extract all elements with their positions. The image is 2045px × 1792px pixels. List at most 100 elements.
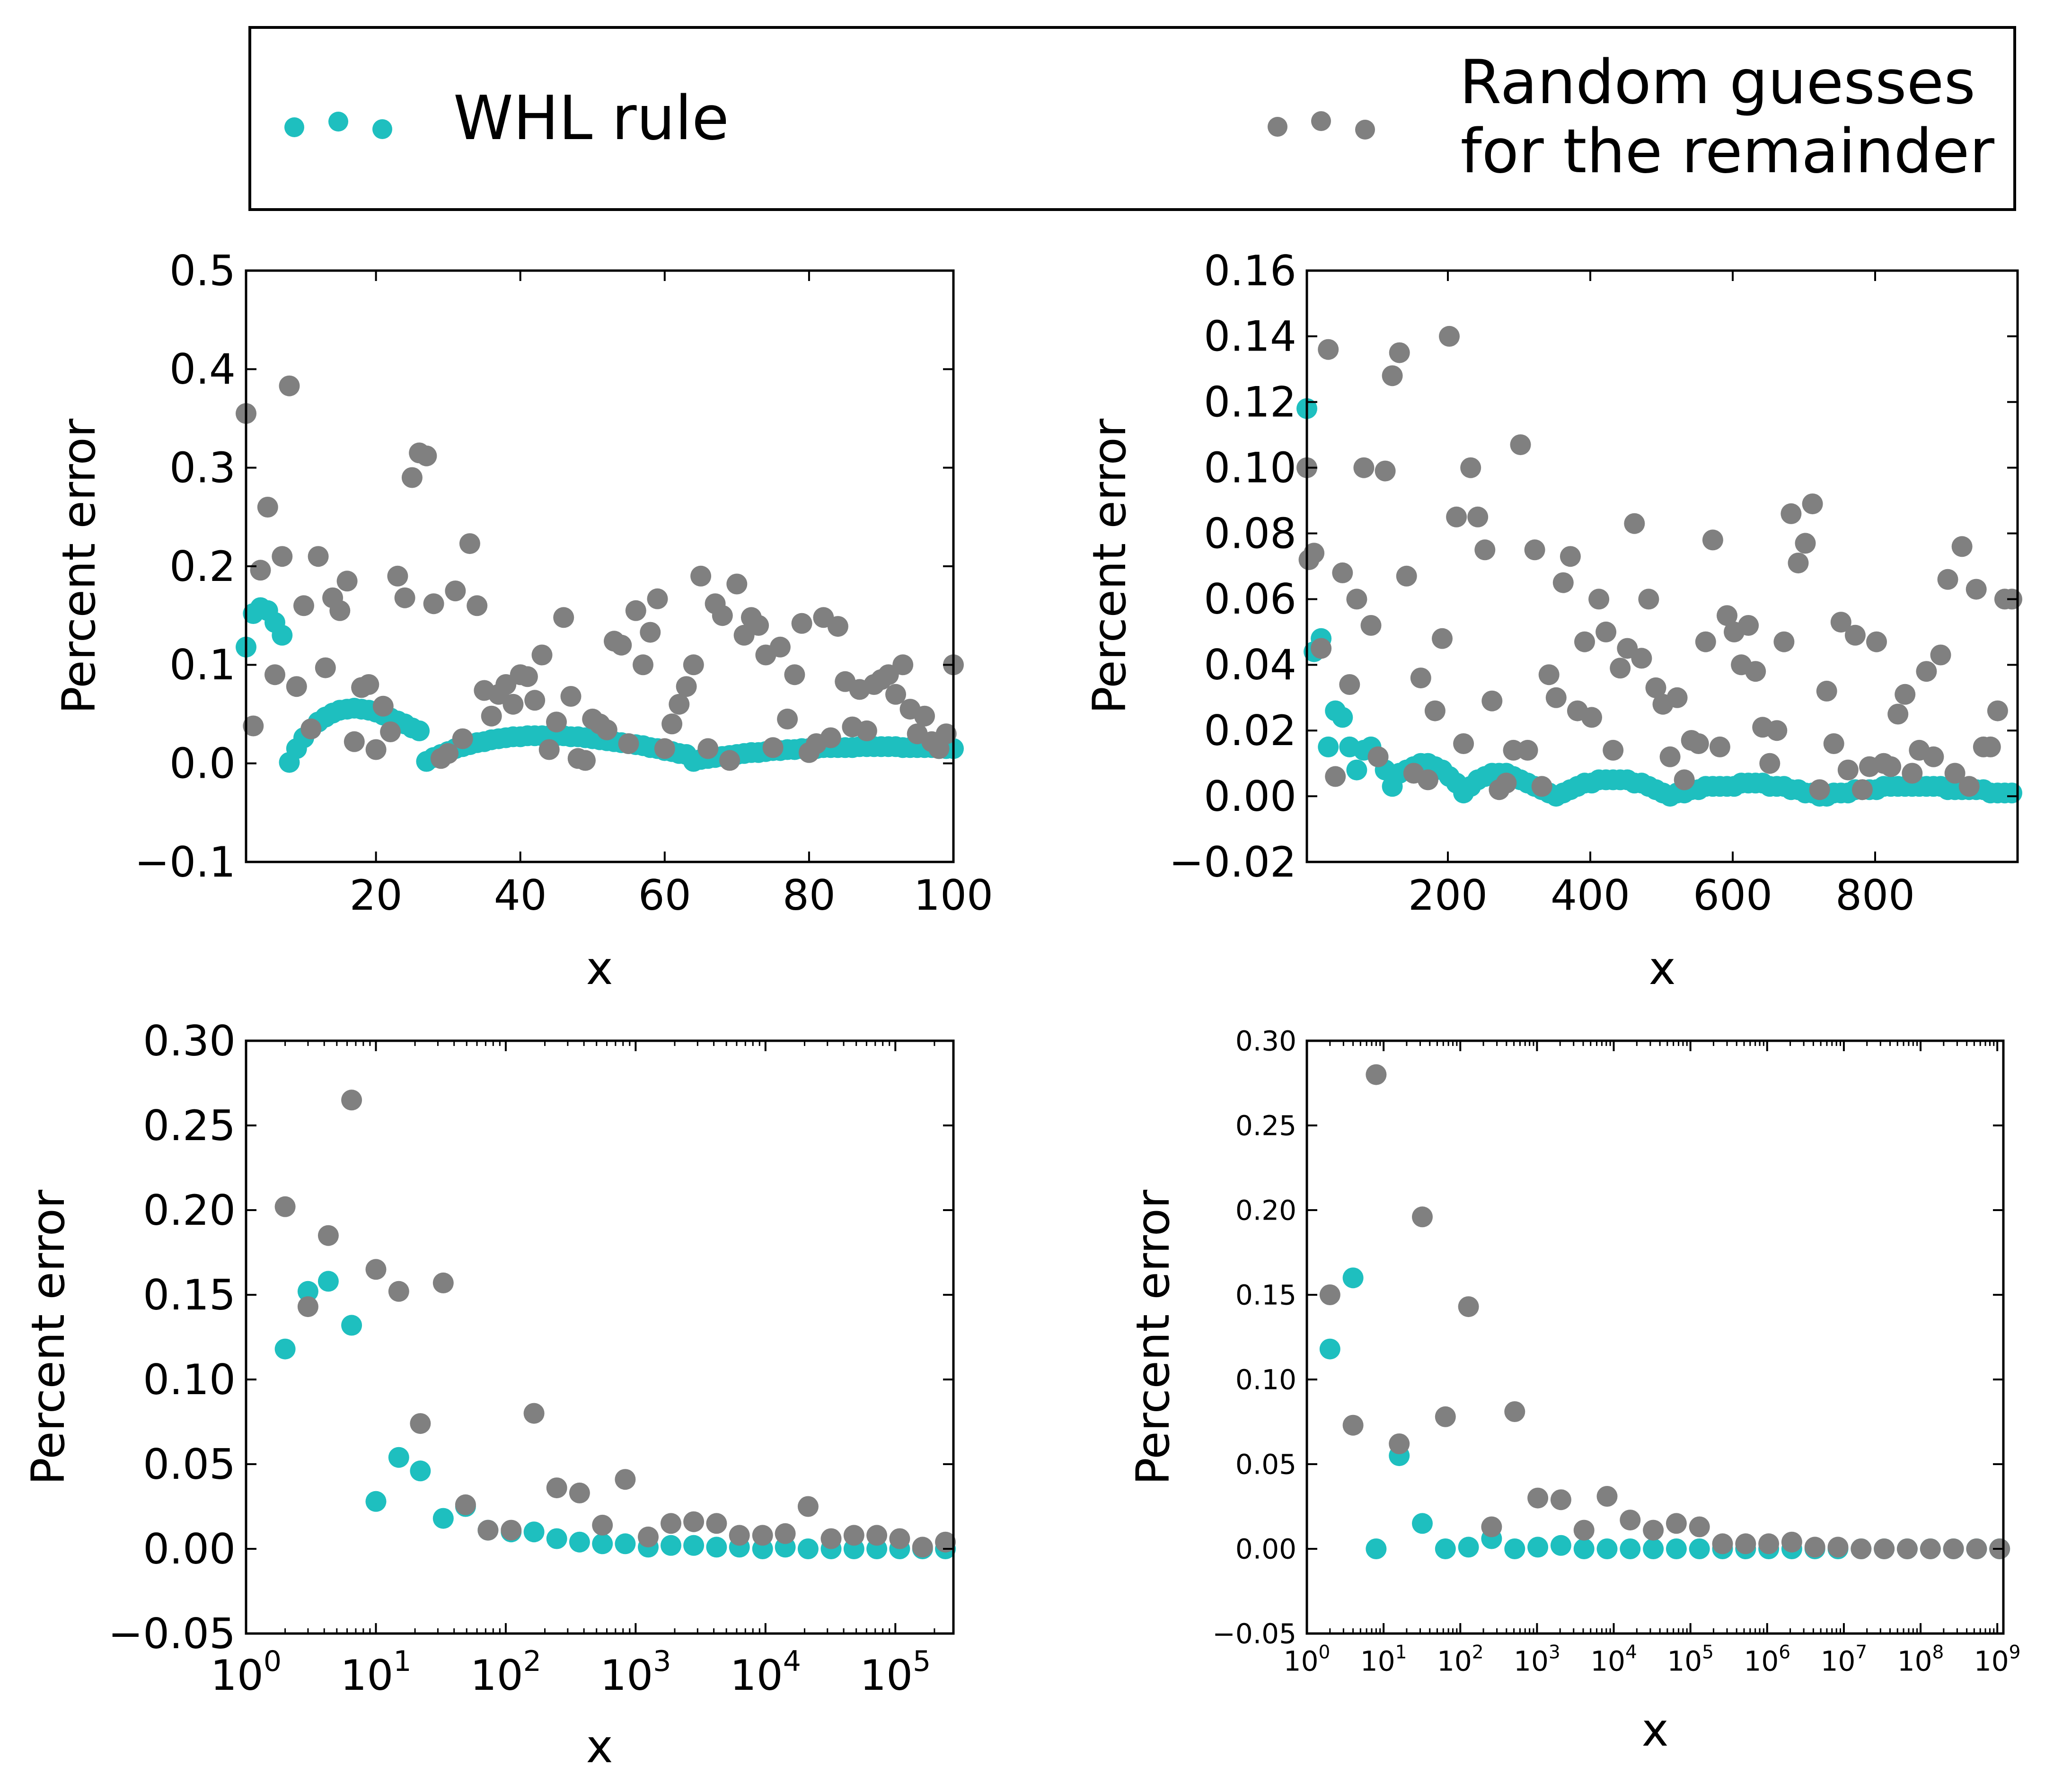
whl-point bbox=[1596, 1538, 1618, 1559]
y-tick-label: 0.4 bbox=[169, 345, 236, 394]
series-random-1 bbox=[236, 375, 964, 771]
scatter-points-2 bbox=[1296, 325, 2022, 807]
x-tick-label-exponent: 0 bbox=[264, 1645, 282, 1678]
whl-point bbox=[365, 1491, 387, 1512]
random-point bbox=[676, 676, 697, 697]
random-point bbox=[315, 657, 336, 678]
random-point bbox=[1666, 687, 1688, 708]
random-point bbox=[885, 684, 906, 705]
random-point bbox=[1951, 536, 1973, 557]
random-point bbox=[712, 605, 733, 626]
random-point bbox=[1574, 631, 1595, 652]
legend-marker-random-1 bbox=[1268, 117, 1287, 137]
random-point bbox=[1481, 1516, 1502, 1537]
axes-frame-2 bbox=[1305, 269, 2019, 863]
random-point bbox=[1360, 615, 1382, 636]
y-axis-label: Percent error bbox=[22, 1189, 75, 1485]
whl-point bbox=[1504, 1538, 1525, 1559]
random-point bbox=[401, 467, 423, 488]
random-point bbox=[1717, 605, 1737, 626]
y-tick-label: 0.10 bbox=[143, 1355, 236, 1404]
x-tick-label: 101 bbox=[1360, 1642, 1407, 1677]
y-tick-label: 0.0 bbox=[169, 739, 236, 788]
random-point bbox=[912, 1537, 933, 1558]
random-point bbox=[1366, 1064, 1387, 1085]
random-point bbox=[935, 1531, 956, 1553]
x-tick-label: 100 bbox=[211, 1645, 282, 1700]
random-point bbox=[654, 738, 675, 759]
random-point bbox=[1375, 460, 1396, 482]
whl-point bbox=[2001, 782, 2022, 804]
whl-point bbox=[569, 1531, 590, 1553]
legend-label-random-line1: Random guesses bbox=[1459, 47, 1975, 118]
random-point bbox=[380, 721, 401, 742]
random-point bbox=[1311, 638, 1332, 659]
x-tick-label-exponent: 1 bbox=[1395, 1642, 1407, 1663]
random-point bbox=[1920, 1538, 1941, 1559]
x-tick-label: 104 bbox=[1590, 1642, 1637, 1677]
random-point bbox=[467, 595, 488, 616]
x-tick-label: 600 bbox=[1693, 871, 1772, 920]
random-point bbox=[1781, 503, 1802, 524]
random-point bbox=[308, 546, 329, 567]
random-point bbox=[423, 593, 444, 615]
random-point bbox=[1916, 661, 1937, 682]
random-point bbox=[1689, 1516, 1710, 1537]
x-tick-label: 102 bbox=[470, 1645, 541, 1700]
random-point bbox=[1887, 703, 1909, 725]
random-point bbox=[1474, 539, 1496, 561]
random-point bbox=[387, 565, 408, 587]
whl-point bbox=[1435, 1538, 1456, 1559]
random-point bbox=[935, 723, 957, 745]
random-point bbox=[1560, 546, 1581, 567]
x-tick-label-exponent: 2 bbox=[1472, 1642, 1484, 1663]
random-point bbox=[1552, 572, 1574, 593]
whl-point bbox=[274, 1338, 296, 1360]
random-point bbox=[640, 622, 661, 643]
random-point bbox=[1424, 700, 1446, 721]
random-point bbox=[358, 674, 379, 695]
random-point bbox=[575, 750, 596, 771]
random-point bbox=[892, 654, 914, 676]
random-point bbox=[611, 634, 632, 656]
x-tick-label-base: 10 bbox=[470, 1651, 523, 1700]
legend-marker-whl-3 bbox=[372, 119, 392, 139]
random-point bbox=[546, 1477, 567, 1499]
whl-point bbox=[410, 1460, 431, 1482]
y-tick-label: 0.05 bbox=[1235, 1448, 1296, 1480]
whl-point bbox=[1318, 736, 1339, 757]
random-point bbox=[784, 664, 805, 685]
x-tick-label-exponent: 6 bbox=[1779, 1642, 1790, 1663]
random-point bbox=[683, 654, 704, 676]
whl-point bbox=[317, 1271, 339, 1292]
random-point bbox=[633, 654, 653, 676]
random-point bbox=[1638, 589, 1659, 610]
random-point bbox=[1573, 1520, 1595, 1541]
y-tick-label: 0.00 bbox=[1204, 772, 1296, 821]
random-point bbox=[775, 1523, 796, 1544]
y-axis-label: Percent error bbox=[53, 418, 106, 714]
random-point bbox=[517, 666, 538, 687]
y-tick-label: 0.00 bbox=[143, 1525, 236, 1573]
x-tick-label-base: 10 bbox=[1514, 1645, 1549, 1677]
series-random-2 bbox=[1296, 325, 2022, 800]
legend-label-whl: WHL rule bbox=[453, 83, 729, 154]
random-point bbox=[1666, 1513, 1687, 1534]
x-tick-label: 60 bbox=[638, 871, 691, 920]
whl-point bbox=[1366, 1538, 1387, 1559]
random-point bbox=[1980, 736, 2001, 757]
y-tick-label: 0.20 bbox=[143, 1186, 236, 1235]
random-point bbox=[1367, 746, 1389, 767]
random-point bbox=[1318, 339, 1339, 360]
random-point bbox=[524, 690, 546, 711]
random-point bbox=[250, 560, 271, 581]
x-tick-label: 105 bbox=[1667, 1642, 1714, 1677]
random-point bbox=[1709, 736, 1730, 757]
whl-point bbox=[1689, 1538, 1710, 1559]
x-tick-label: 109 bbox=[1974, 1642, 2021, 1677]
random-point bbox=[1527, 1487, 1549, 1509]
random-point bbox=[501, 1520, 522, 1541]
y-tick-label: 0.16 bbox=[1204, 246, 1296, 295]
random-point bbox=[1659, 746, 1681, 767]
